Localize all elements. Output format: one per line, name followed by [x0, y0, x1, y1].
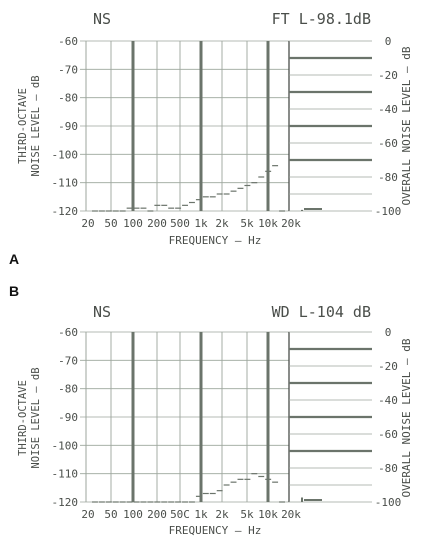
y-tick-label-right: -60 — [378, 428, 398, 441]
x-tick-label: 10k — [258, 508, 278, 521]
x-tick-label: 20k — [281, 217, 301, 230]
y-tick-label-left: -80 — [58, 92, 78, 105]
y-tick-label-right: 0 — [385, 326, 392, 339]
x-tick-label: 2k — [215, 508, 229, 521]
x-tick-label: 20 — [81, 217, 94, 230]
mode-label: NS — [93, 10, 111, 28]
y-tick-label-left: -120 — [52, 496, 79, 509]
y-tick-label-right: 0 — [385, 35, 392, 48]
x-tick-label: 100 — [123, 508, 143, 521]
y-tick-label-right: -60 — [378, 137, 398, 150]
y-tick-label-left: -120 — [52, 205, 79, 218]
panel-letter: A — [9, 251, 19, 267]
x-tick-label: 5k — [240, 508, 254, 521]
x-tick-label: 1k — [194, 217, 208, 230]
x-tick-label: 100 — [123, 217, 143, 230]
y-tick-label-right: -40 — [378, 394, 398, 407]
x-tick-label: 50C — [170, 508, 190, 521]
y-tick-label-right: -20 — [378, 69, 398, 82]
panel-letter: B — [9, 283, 19, 299]
y-tick-label-left: -60 — [58, 326, 78, 339]
level-reading: FT L-98.1dB — [272, 10, 371, 28]
x-tick-label: 20k — [281, 508, 301, 521]
x-tick-label: 50 — [104, 217, 117, 230]
x-tick-label: 20 — [81, 508, 94, 521]
y-tick-label-right: -80 — [378, 462, 398, 475]
x-tick-label: 500 — [170, 217, 190, 230]
chart-panel-b: -60 -70 -80 -90 -100 -110 -120 0 -20 -40 -60 -80 -10… — [9, 283, 413, 537]
y-tick-label-left: -80 — [58, 383, 78, 396]
y-tick-label-right: -80 — [378, 171, 398, 184]
y-tick-label-left: -90 — [58, 411, 78, 424]
x-tick-label: 1k — [194, 508, 208, 521]
y-tick-label-left: -90 — [58, 120, 78, 133]
x-tick-label: 50 — [104, 508, 117, 521]
y-tick-label-right: -100 — [375, 205, 402, 218]
y-tick-label-left: -110 — [52, 177, 79, 190]
x-axis-label: FREQUENCY — Hz — [169, 524, 262, 537]
x-tick-label: 200 — [147, 217, 167, 230]
x-tick-label: 2k — [215, 217, 229, 230]
mode-label: NS — [93, 303, 111, 321]
y-tick-label-left: -100 — [52, 439, 79, 452]
x-tick-label: 5k — [240, 217, 254, 230]
y-tick-label-left: -100 — [52, 148, 79, 161]
y-axis-label-left: THIRD-OCTAVENOISE LEVEL — dB — [17, 367, 42, 468]
y-tick-label-right: -40 — [378, 103, 398, 116]
chart-panel-a: -60 -70 -80 -90 -100 -110 -120 0 -20 -40 -60 -80 -10… — [9, 10, 413, 267]
y-tick-label-left: -110 — [52, 468, 79, 481]
y-axis-label-right: OVERALL NOISE LEVEL — dB — [400, 46, 413, 205]
y-tick-label-left: -60 — [58, 35, 78, 48]
x-axis-label: FREQUENCY — Hz — [169, 234, 262, 247]
x-tick-label: 10k — [258, 217, 278, 230]
level-reading: WD L-104 dB — [272, 303, 371, 321]
y-tick-label-left: -70 — [58, 354, 78, 367]
x-tick-label: 200 — [147, 508, 167, 521]
y-tick-label-right: -100 — [375, 496, 402, 509]
y-axis-label-left: THIRD-OCTAVENOISE LEVEL — dB — [17, 75, 42, 176]
y-tick-label-left: -70 — [58, 63, 78, 76]
y-tick-label-right: -20 — [378, 360, 398, 373]
y-axis-label-right: OVERALL NOISE LEVEL — dB — [400, 338, 413, 497]
